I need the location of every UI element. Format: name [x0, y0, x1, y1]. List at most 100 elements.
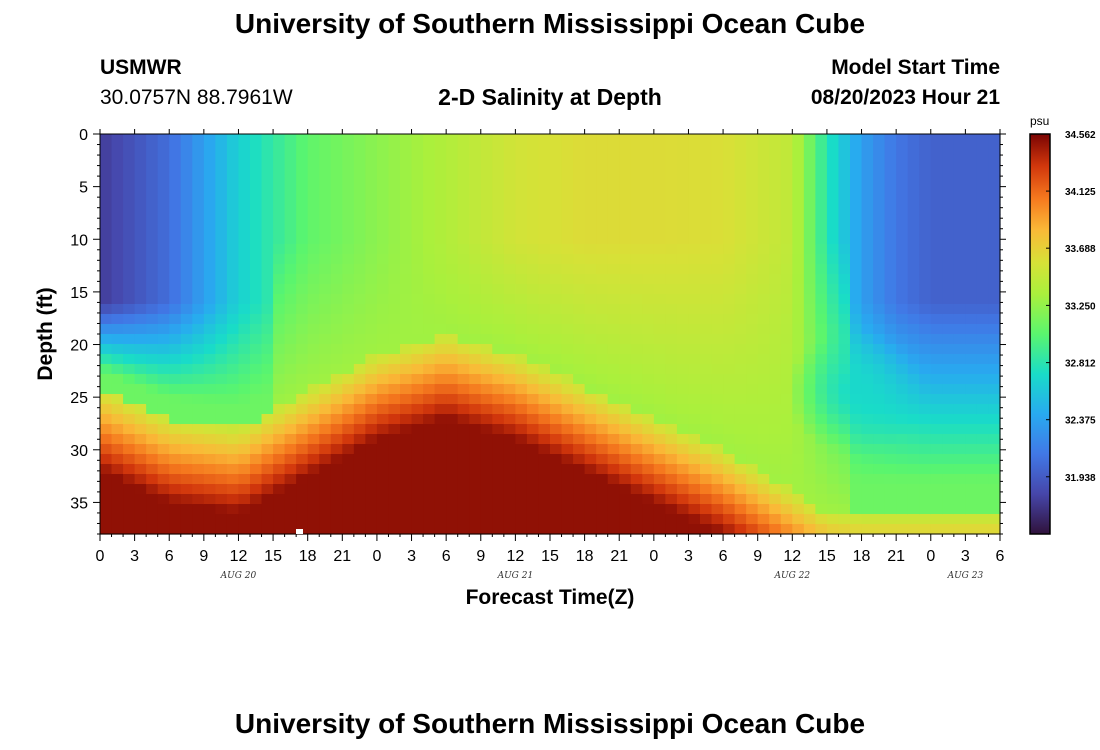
heatmap-cell	[642, 254, 655, 265]
heatmap-cell	[723, 224, 736, 235]
heatmap-cell	[192, 414, 205, 425]
heatmap-cell	[642, 274, 655, 285]
heatmap-cell	[515, 414, 528, 425]
heatmap-cell	[353, 294, 366, 305]
heatmap-cell	[630, 324, 643, 335]
heatmap-cell	[411, 374, 424, 385]
heatmap-cell	[296, 274, 309, 285]
heatmap-cell	[307, 494, 320, 505]
heatmap-cell	[503, 444, 516, 455]
heatmap-cell	[584, 394, 597, 405]
heatmap-cell	[907, 274, 920, 285]
heatmap-cell	[296, 284, 309, 295]
x-tick-label: 3	[407, 548, 416, 565]
heatmap-cell	[492, 504, 505, 515]
heatmap-cell	[180, 374, 193, 385]
heatmap-cell	[250, 364, 263, 375]
heatmap-cell	[734, 454, 747, 465]
heatmap-cell	[342, 354, 355, 365]
heatmap-cell	[896, 444, 909, 455]
heatmap-cell	[976, 234, 990, 245]
heatmap-cell	[550, 284, 563, 295]
heatmap-cell	[896, 314, 909, 325]
heatmap-cell	[884, 164, 897, 175]
heatmap-cell	[538, 414, 551, 425]
heatmap-cell	[642, 214, 655, 225]
heatmap-cell	[884, 154, 897, 165]
heatmap-cell	[515, 504, 528, 515]
heatmap-cell	[861, 144, 874, 155]
heatmap-cell	[319, 134, 332, 145]
heatmap-cell	[123, 424, 136, 435]
heatmap-cell	[296, 504, 309, 515]
heatmap-cell	[630, 294, 643, 305]
heatmap-cell	[861, 404, 874, 415]
heatmap-cell	[665, 504, 678, 515]
heatmap-cell	[446, 454, 459, 465]
heatmap-cell	[538, 204, 551, 215]
heatmap-cell	[734, 374, 747, 385]
heatmap-cell	[653, 174, 666, 185]
heatmap-cell	[111, 204, 124, 215]
heatmap-cell	[850, 454, 863, 465]
heatmap-cell	[803, 424, 816, 435]
heatmap-cell	[169, 144, 182, 155]
heatmap-cell	[307, 334, 320, 345]
heatmap-cell	[907, 504, 920, 515]
heatmap-cell	[965, 324, 978, 335]
heatmap-cell	[284, 334, 297, 345]
heatmap-cell	[284, 214, 297, 225]
heatmap-cell	[607, 454, 620, 465]
heatmap-cell	[307, 504, 320, 515]
heatmap-cell	[688, 464, 701, 475]
heatmap-cell	[976, 444, 990, 455]
heatmap-cell	[353, 404, 366, 415]
heatmap-cell	[273, 354, 286, 365]
heatmap-cell	[330, 364, 343, 375]
heatmap-cell	[330, 394, 343, 405]
heatmap-cell	[515, 484, 528, 495]
heatmap-cell	[192, 254, 205, 265]
heatmap-cell	[411, 484, 424, 495]
heatmap-cell	[907, 424, 920, 435]
heatmap-cell	[515, 234, 528, 245]
heatmap-cell	[873, 394, 886, 405]
heatmap-cell	[953, 334, 966, 345]
heatmap-cell	[157, 134, 170, 145]
heatmap-cell	[642, 244, 655, 255]
heatmap-cell	[746, 394, 759, 405]
heatmap-cell	[642, 454, 655, 465]
heatmap-cell	[526, 434, 540, 445]
heatmap-cell	[792, 494, 805, 505]
heatmap-cell	[826, 494, 840, 505]
heatmap-cell	[319, 494, 332, 505]
heatmap-cell	[123, 294, 136, 305]
heatmap-cell	[111, 284, 124, 295]
heatmap-cell	[907, 474, 920, 485]
heatmap-cell	[238, 254, 251, 265]
heatmap-cell	[261, 314, 274, 325]
heatmap-cell	[503, 194, 516, 205]
heatmap-cell	[746, 524, 759, 535]
heatmap-cell	[873, 294, 886, 305]
heatmap-cell	[803, 134, 816, 145]
heatmap-cell	[919, 424, 932, 435]
heatmap-cell	[296, 224, 309, 235]
heatmap-cell	[584, 184, 597, 195]
heatmap-cell	[157, 264, 170, 275]
heatmap-cell	[746, 324, 759, 335]
heatmap-cell	[953, 464, 966, 475]
heatmap-cell	[376, 174, 390, 185]
heatmap-cell	[273, 274, 286, 285]
heatmap-cell	[376, 214, 390, 225]
heatmap-cell	[619, 204, 632, 215]
heatmap-cell	[873, 214, 886, 225]
heatmap-cell	[711, 154, 724, 165]
heatmap-cell	[515, 134, 528, 145]
x-date-label: AUG 20	[220, 571, 257, 581]
heatmap-cell	[123, 414, 136, 425]
heatmap-cell	[342, 384, 355, 395]
heatmap-cell	[746, 294, 759, 305]
heatmap-cell	[169, 214, 182, 225]
heatmap-cell	[146, 474, 159, 485]
